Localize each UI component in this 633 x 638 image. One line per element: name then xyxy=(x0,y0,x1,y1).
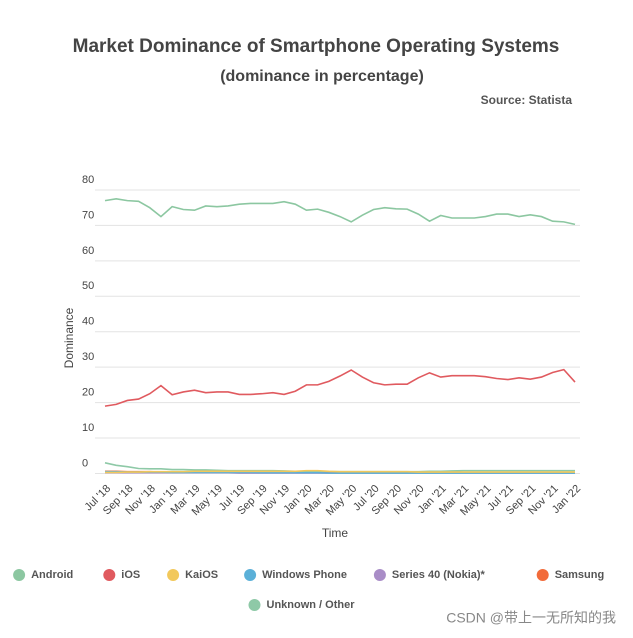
legend-marker xyxy=(103,569,116,581)
legend-label: Samsung xyxy=(555,569,605,581)
x-axis-label: Time xyxy=(322,526,349,540)
chart-subtitle: (dominance in percentage) xyxy=(220,68,424,85)
series-line xyxy=(105,469,575,474)
watermark: CSDN @带上一无所知的我 xyxy=(446,610,616,626)
y-tick-label: 60 xyxy=(82,245,94,257)
y-tick-label: 70 xyxy=(82,209,94,221)
series-line xyxy=(104,462,575,473)
y-axis-label: Dominance xyxy=(62,307,76,368)
legend-label: Series 40 (Nokia)* xyxy=(392,569,486,581)
legend-marker xyxy=(244,569,257,581)
legend-marker xyxy=(373,569,386,581)
y-tick-label: 80 xyxy=(82,174,94,186)
series-line xyxy=(104,198,576,226)
legend-marker xyxy=(536,569,549,581)
legend-label: KaiOS xyxy=(185,569,218,581)
chart-title: Market Dominance of Smartphone Operating… xyxy=(73,36,560,57)
y-tick-label: 40 xyxy=(82,316,94,328)
y-tick-label: 0 xyxy=(82,457,88,469)
y-tick-label: 20 xyxy=(82,386,94,398)
legend-label: Unknown / Other xyxy=(267,599,356,611)
legend-marker xyxy=(167,569,180,581)
y-tick-label: 50 xyxy=(82,280,94,292)
legend-marker xyxy=(248,599,261,611)
legend-label: Android xyxy=(31,569,73,581)
legend-label: iOS xyxy=(121,569,140,581)
source: Source: Statista xyxy=(481,93,573,107)
y-tick-label: 30 xyxy=(82,351,94,363)
series-line xyxy=(104,368,576,407)
y-tick-label: 10 xyxy=(82,422,94,434)
legend-label: Windows Phone xyxy=(262,569,347,581)
legend-marker xyxy=(13,569,26,581)
